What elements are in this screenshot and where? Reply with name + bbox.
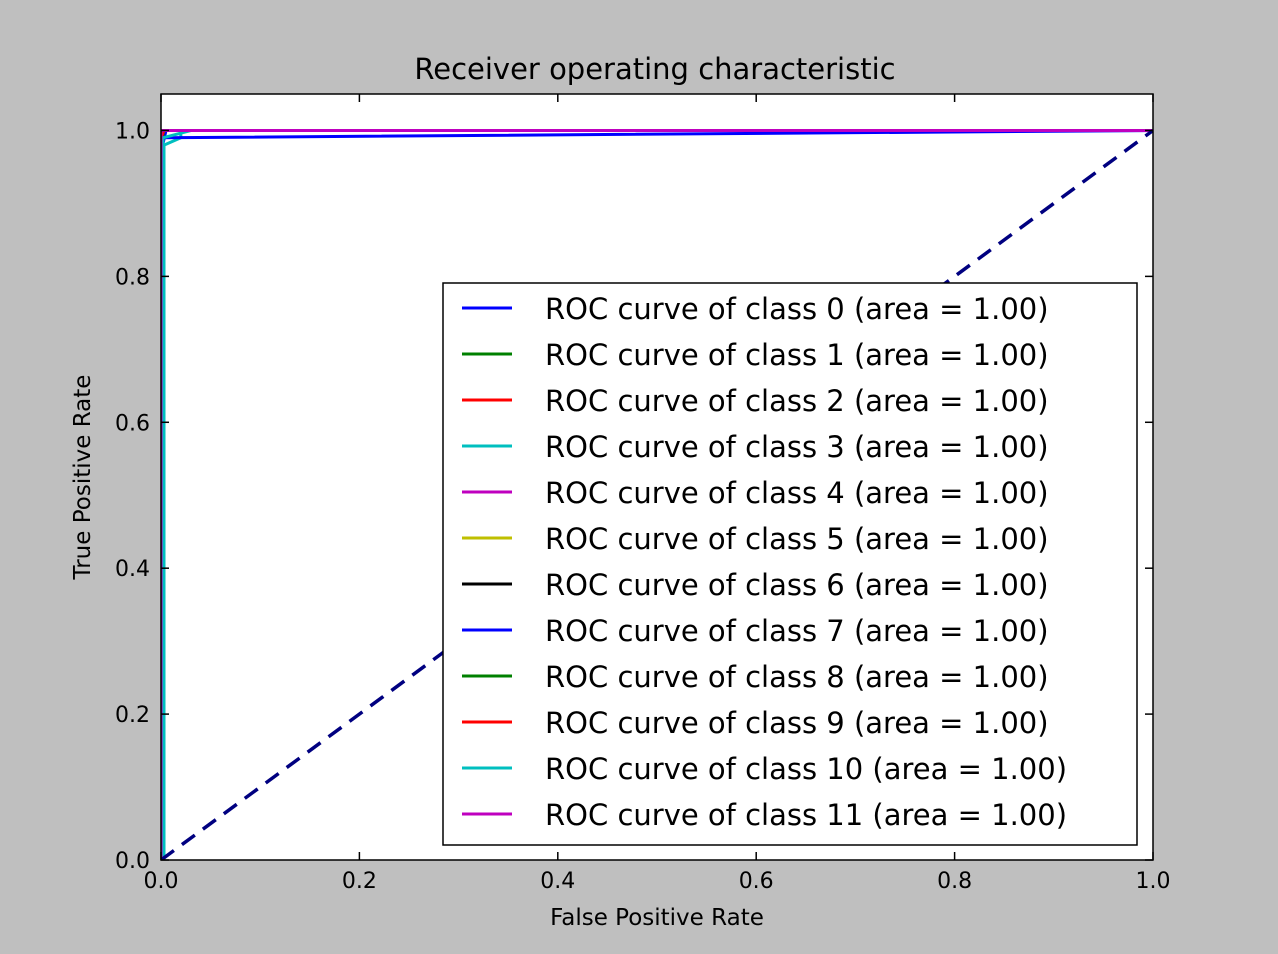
y-tick-label: 0.8 <box>115 265 150 290</box>
chance-reference-line <box>161 129 1153 860</box>
legend-label-class-0: ROC curve of class 0 (area = 1.00) <box>545 292 1049 326</box>
legend-label-class-8: ROC curve of class 8 (area = 1.00) <box>545 660 1049 694</box>
legend-label-class-7: ROC curve of class 7 (area = 1.00) <box>545 614 1049 648</box>
legend-label-class-3: ROC curve of class 3 (area = 1.00) <box>545 430 1049 464</box>
roc-curve-class-7 <box>161 129 1153 860</box>
legend: ROC curve of class 0 (area = 1.00) ROC cu… <box>442 282 1138 846</box>
y-tick-label: 0.6 <box>115 411 150 436</box>
plot-frame <box>160 93 1154 861</box>
x-tick-label: 0.0 <box>144 869 179 894</box>
legend-label-class-4: ROC curve of class 4 (area = 1.00) <box>545 476 1049 510</box>
y-tick-label: 0.2 <box>115 703 150 728</box>
legend-label-class-10: ROC curve of class 10 (area = 1.00) <box>545 752 1067 786</box>
x-tick-label: 0.2 <box>342 869 377 894</box>
legend-label-class-9: ROC curve of class 9 (area = 1.00) <box>545 706 1049 740</box>
legend-label-class-2: ROC curve of class 2 (area = 1.00) <box>545 384 1049 418</box>
y-tick-label: 0.4 <box>115 557 150 582</box>
legend-box <box>442 282 1138 846</box>
x-tick-label: 0.4 <box>540 869 575 894</box>
y-tick-label: 1.0 <box>115 119 150 144</box>
y-tick-label: 0.0 <box>115 849 150 874</box>
legend-label-class-5: ROC curve of class 5 (area = 1.00) <box>545 522 1049 556</box>
legend-label-class-6: ROC curve of class 6 (area = 1.00) <box>545 568 1049 602</box>
x-axis-label: False Positive Rate <box>550 905 764 931</box>
x-tick-label: 0.6 <box>739 869 774 894</box>
x-tick-label: 1.0 <box>1136 869 1171 894</box>
y-axis-label: True Positive Rate <box>70 375 96 581</box>
legend-label-class-1: ROC curve of class 1 (area = 1.00) <box>545 338 1049 372</box>
roc-curve-class-11 <box>161 129 1153 860</box>
chart-title: Receiver operating characteristic <box>414 52 895 86</box>
x-tick-label: 0.8 <box>937 869 972 894</box>
legend-label-class-11: ROC curve of class 11 (area = 1.00) <box>545 798 1067 832</box>
